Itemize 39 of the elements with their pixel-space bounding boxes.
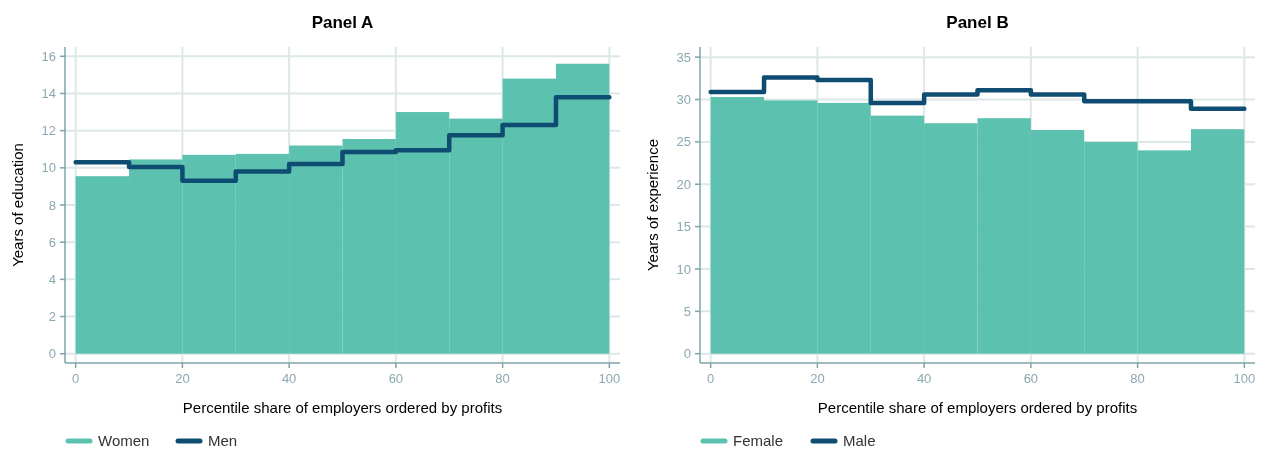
legend-label: Female: [733, 432, 784, 450]
y-tick-label: 20: [676, 176, 691, 192]
y-axis-title: Years of experience: [644, 138, 661, 272]
x-tick-label: 40: [916, 371, 932, 386]
legend-label: Men: [208, 432, 238, 450]
x-tick-label: 80: [495, 371, 510, 386]
x-tick-label: 0: [72, 371, 80, 386]
chart-title: Panel A: [311, 13, 374, 32]
x-axis-title: Percentile share of employers ordered by profits: [817, 399, 1138, 416]
x-axis-title: Percentile share of employers ordered by profits: [182, 399, 503, 416]
legend-label: Male: [843, 432, 876, 450]
x-tick-label: 0: [707, 371, 715, 386]
y-tick-label: 14: [41, 86, 56, 102]
y-tick-label: 0: [48, 346, 56, 362]
y-tick-label: 30: [676, 92, 691, 108]
y-tick-label: 10: [676, 261, 691, 277]
y-tick-label: 35: [676, 49, 691, 65]
x-tick-label: 20: [175, 371, 190, 386]
y-tick-label: 12: [41, 123, 56, 139]
x-tick-label: 80: [1130, 371, 1145, 386]
y-axis-title: Years of education: [9, 143, 26, 267]
y-tick-label: 10: [41, 160, 56, 176]
x-tick-label: 100: [598, 371, 621, 386]
y-tick-label: 5: [683, 303, 691, 319]
y-tick-label: 0: [683, 346, 691, 362]
y-tick-label: 25: [676, 134, 691, 150]
y-tick-label: 4: [48, 271, 56, 287]
y-tick-label: 16: [41, 48, 56, 64]
x-tick-label: 60: [1023, 371, 1039, 386]
x-tick-label: 60: [388, 371, 404, 386]
legend-label: Women: [98, 432, 150, 450]
y-tick-label: 8: [48, 197, 56, 213]
y-tick-label: 6: [48, 234, 56, 250]
y-tick-label: 15: [676, 219, 691, 235]
x-tick-label: 40: [281, 371, 297, 386]
y-tick-label: 2: [48, 309, 56, 325]
x-tick-label: 100: [1233, 371, 1256, 386]
chart-title: Panel B: [946, 13, 1009, 32]
x-tick-label: 20: [810, 371, 825, 386]
